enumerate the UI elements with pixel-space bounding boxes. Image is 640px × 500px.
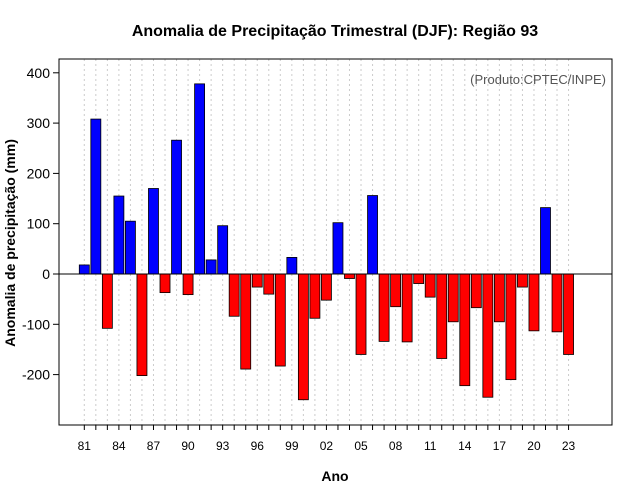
x-tick-label: 90 [181,439,195,453]
plot-frame [58,58,613,426]
bar-1984 [113,195,125,275]
x-tick-label: 23 [562,439,576,453]
y-axis: -200 -100 0 100 200 300 400 [22,65,59,383]
bar-1995 [240,273,252,370]
x-tick-label: 17 [493,439,507,453]
bar-2022 [551,273,563,333]
y-tick-label: -200 [22,367,50,383]
bar-1991 [194,83,206,275]
bar-1983 [101,273,113,329]
bar-2009 [401,273,413,343]
x-tick-label: 05 [354,439,368,453]
x-axis-title: Ano [321,468,348,484]
y-tick-label: 400 [27,65,51,81]
x-tick-label: 96 [251,439,265,453]
x-tick-label: 84 [112,439,126,453]
bar-2012 [436,273,448,359]
bar-1993 [217,225,229,275]
bar-2003 [332,222,344,275]
bar-2015 [470,273,482,309]
bar-1985 [125,220,136,275]
bar-2006 [367,195,378,275]
credit-label: (Produto:CPTEC/INPE) [470,72,606,87]
bar-2014 [459,273,471,387]
bar-2004 [344,273,355,279]
bar-2010 [413,273,425,284]
x-tick-label: 20 [527,439,541,453]
bar-2007 [378,273,390,342]
bar-2005 [355,273,367,355]
bar-2001 [309,273,321,319]
bars [78,83,574,401]
x-axis: 81 84 87 90 93 96 99 02 05 08 11 14 17 20 23 [78,425,576,453]
bar-2023 [563,273,574,355]
bar-2018 [505,273,517,381]
y-axis-title: Anomalia de precipitação (mm) [2,139,18,347]
x-tick-label: 02 [320,439,334,453]
bar-2019 [517,273,528,288]
x-tick-label: 99 [285,439,299,453]
x-tick-label: 87 [147,439,161,453]
chart-title: Anomalia de Precipitação Trimestral (DJF… [132,23,538,40]
bar-2016 [482,273,494,398]
bar-1997 [263,273,275,295]
bar-1990 [182,273,194,296]
bar-1987 [148,188,159,275]
bar-2011 [424,273,436,298]
bar-1988 [159,273,171,294]
bar-1996 [251,273,263,288]
bar-1999 [286,257,298,275]
x-tick-label: 11 [424,439,437,453]
bar-2013 [447,273,459,323]
y-tick-label: 200 [27,165,51,181]
bar-2017 [493,273,505,323]
bar-2020 [528,273,540,332]
bar-1982 [90,118,102,275]
x-tick-label: 14 [458,439,472,453]
bar-1992 [205,259,217,275]
y-tick-label: 0 [42,266,50,282]
y-tick-label: 100 [27,216,51,232]
bar-1998 [274,273,286,367]
grid [83,59,570,425]
y-tick-label: -100 [22,316,50,332]
bar-2002 [321,273,332,301]
y-tick-label: 300 [27,115,51,131]
bar-1981 [78,264,90,275]
bar-1986 [136,273,148,377]
bar-1994 [228,273,240,317]
x-tick-label: 81 [78,439,92,453]
x-tick-label: 93 [216,439,230,453]
bar-2021 [540,207,551,275]
bar-1989 [171,139,182,275]
x-tick-label: 08 [389,439,403,453]
bar-2000 [297,273,309,401]
bar-2008 [390,273,402,308]
